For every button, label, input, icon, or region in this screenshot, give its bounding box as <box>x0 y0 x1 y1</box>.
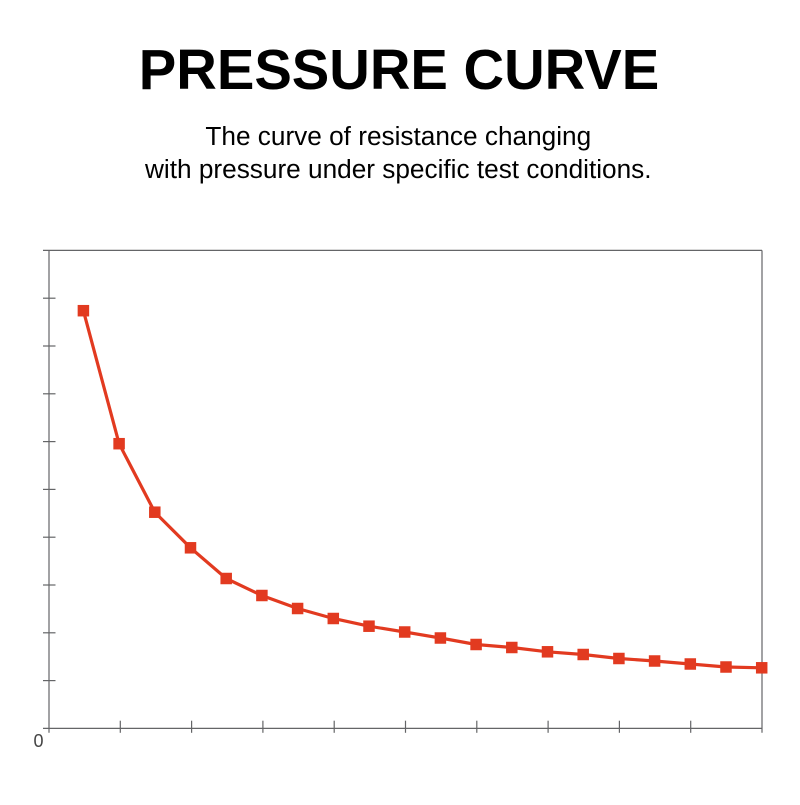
svg-text:PRESSURE CURVE: PRESSURE CURVE <box>139 38 659 101</box>
svg-text:0: 0 <box>33 731 43 751</box>
svg-text:The curve of resistance changi: The curve of resistance changing <box>205 121 591 151</box>
svg-text:with pressure under specific t: with pressure under specific test condit… <box>144 154 652 184</box>
